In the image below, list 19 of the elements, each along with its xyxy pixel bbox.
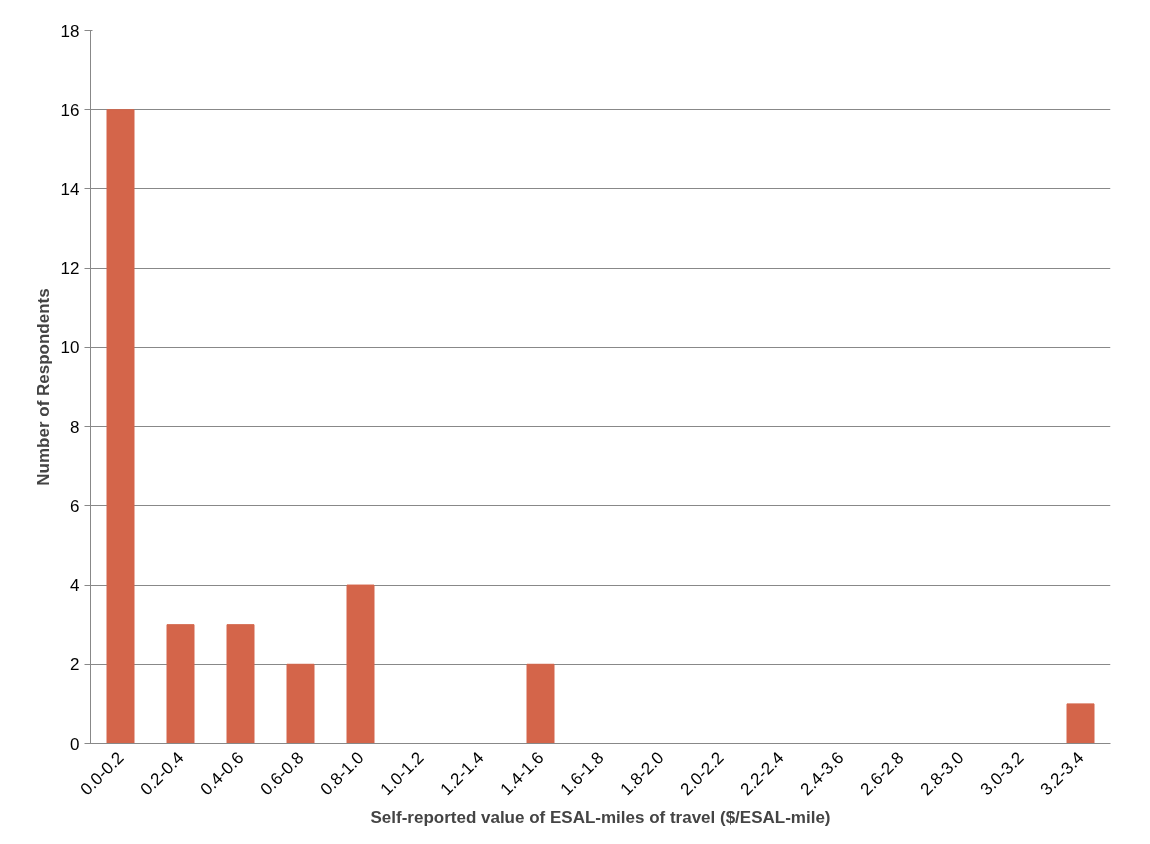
y-tick-label: 0 [70,734,80,754]
bar [526,663,555,744]
x-axis-title: Self-reported value of ESAL-miles of travel ($/ESAL-mile) [370,808,831,828]
y-tick-label: 18 [60,21,80,41]
y-tick-label: 4 [70,576,80,596]
y-tick-label: 8 [70,417,80,437]
bar [1066,703,1095,744]
y-tick-label: 2 [70,655,80,675]
bar [166,624,195,744]
bar [106,109,135,744]
y-tick-label: 16 [60,100,80,120]
y-tick-label: 6 [70,496,80,516]
bar [346,584,375,744]
bar [226,624,255,744]
bar [286,663,315,744]
y-tick-label: 12 [60,259,80,279]
y-axis-title: Number of Respondents [33,288,53,486]
y-tick-label: 10 [60,338,80,358]
y-tick-label: 14 [60,179,80,199]
